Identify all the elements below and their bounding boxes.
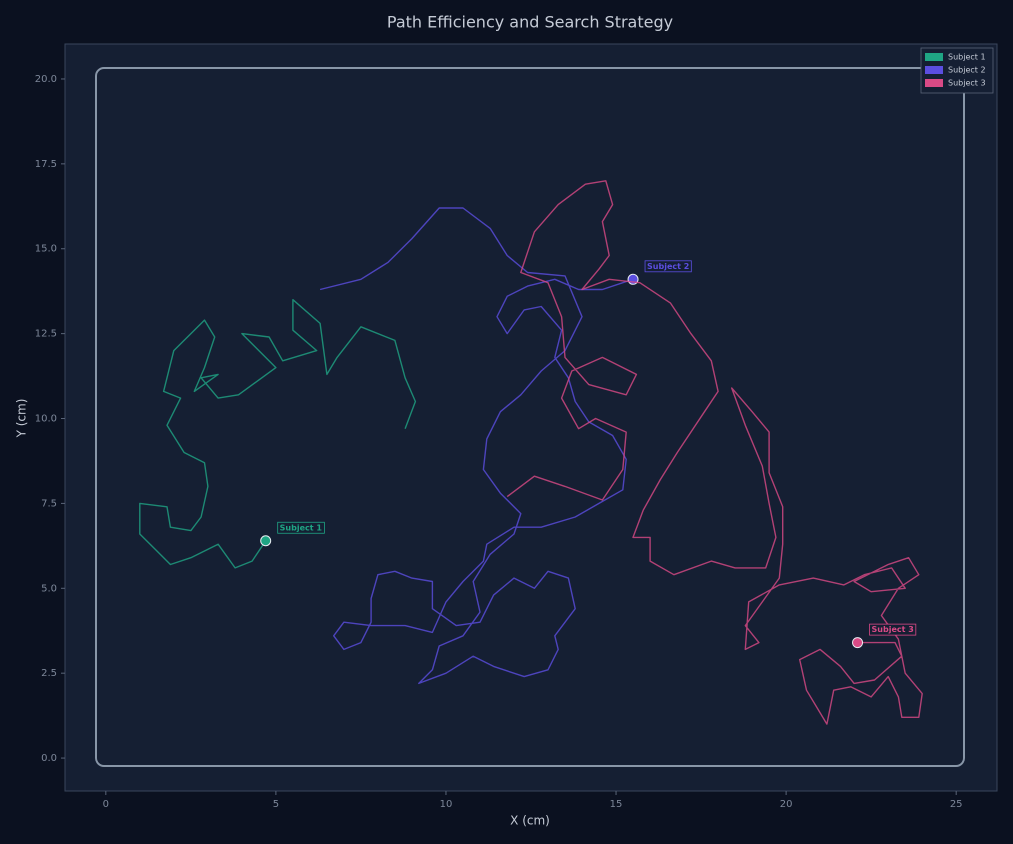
y-tick-label: 15.0 — [35, 244, 57, 255]
chart-title: Path Efficiency and Search Strategy — [387, 13, 673, 32]
legend-label: Subject 2 — [948, 66, 986, 75]
end-label: Subject 1 — [280, 523, 323, 532]
y-tick-label: 7.5 — [41, 498, 57, 509]
end-label-box — [277, 521, 325, 534]
end-label-box — [644, 260, 692, 273]
end-label: Subject 2 — [647, 262, 689, 271]
trajectory — [319, 207, 634, 685]
arena-boundary — [95, 67, 965, 767]
x-tick-label: 20 — [780, 799, 793, 810]
y-tick-label: 10.0 — [35, 414, 57, 425]
legend-label: Subject 1 — [948, 53, 986, 62]
end-label: Subject 3 — [872, 625, 914, 634]
x-tick-label: 25 — [950, 799, 963, 810]
y-tick-label: 12.5 — [35, 329, 57, 340]
x-axis-label: X (cm) — [510, 814, 550, 828]
legend-label: Subject 3 — [948, 79, 986, 88]
trajectory — [139, 299, 417, 569]
y-axis-label: Y (cm) — [15, 399, 29, 439]
legend-swatch — [925, 53, 943, 61]
trajectory — [506, 180, 923, 725]
y-tick-label: 2.5 — [41, 668, 57, 679]
y-tick-label: 5.0 — [41, 583, 57, 594]
end-label-box — [869, 623, 917, 636]
end-marker — [260, 535, 272, 547]
plot-area — [64, 43, 998, 792]
y-tick-label: 17.5 — [35, 159, 57, 170]
x-tick-label: 15 — [610, 799, 623, 810]
y-tick-label: 20.0 — [35, 74, 57, 85]
legend-swatch — [925, 66, 943, 74]
end-marker — [852, 637, 864, 649]
x-tick-label: 10 — [440, 799, 453, 810]
legend-swatch — [925, 79, 943, 87]
y-tick-label: 0.0 — [41, 753, 57, 764]
x-tick-label: 0 — [103, 799, 109, 810]
x-tick-label: 5 — [273, 799, 279, 810]
